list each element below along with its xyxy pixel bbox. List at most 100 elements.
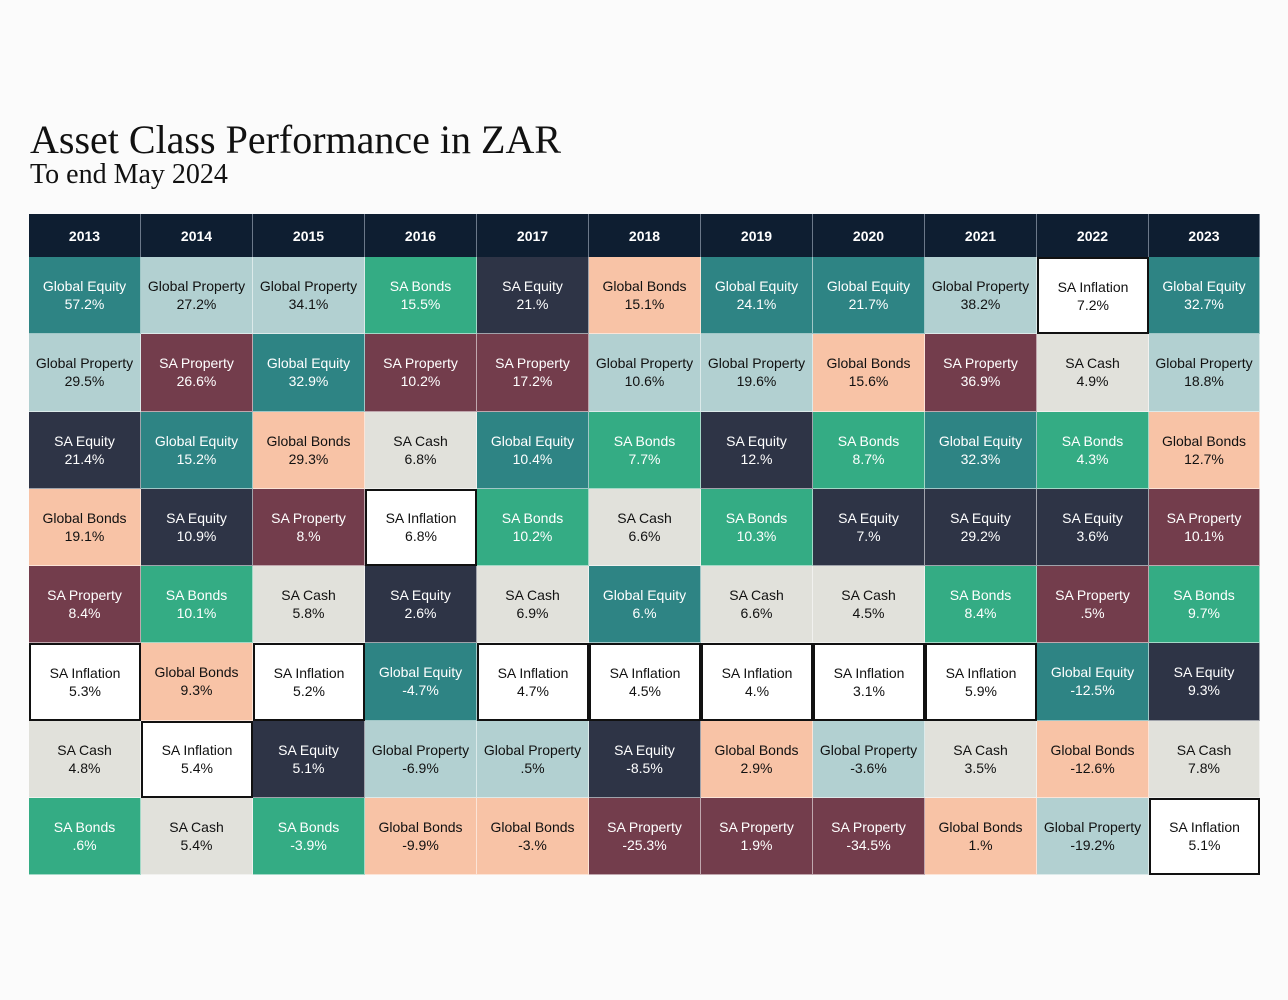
cell-value-label: 9.3% — [180, 682, 213, 699]
cell-value-label: 4.5% — [852, 605, 885, 622]
cell-asset-label: Global Equity — [154, 432, 239, 449]
cell-asset-label: Global Property — [1155, 355, 1253, 372]
cell-2018-sa-bonds: SA Bonds 7.7% — [589, 411, 701, 489]
cell-asset-label: SA Property — [1166, 509, 1242, 526]
cell-asset-label: Global Equity — [266, 355, 351, 372]
cell-value-label: 4.5% — [629, 682, 661, 699]
cell-value-label: 18.8% — [1184, 373, 1224, 390]
cell-asset-label: Global Property — [483, 741, 582, 758]
cell-2018-sa-equity: SA Equity -8.5% — [589, 720, 701, 798]
cell-asset-label: SA Cash — [729, 587, 784, 604]
cell-2020-global-equity: Global Equity 21.7% — [813, 257, 925, 335]
cell-2015-sa-equity: SA Equity 5.1% — [253, 720, 365, 798]
cell-asset-label: Global Equity — [490, 432, 575, 449]
cell-value-label: 27.2% — [176, 296, 217, 313]
cell-asset-label: SA Inflation — [49, 664, 121, 681]
cell-asset-label: Global Equity — [42, 278, 127, 295]
cell-2023-sa-property: SA Property 10.1% — [1149, 488, 1260, 566]
cell-2013-sa-property: SA Property 8.4% — [29, 566, 141, 644]
cell-2016-sa-equity: SA Equity 2.6% — [365, 566, 477, 644]
cell-asset-label: SA Cash — [169, 818, 224, 835]
cell-asset-label: Global Bonds — [154, 664, 239, 681]
cell-2019-sa-equity: SA Equity 12.% — [701, 411, 813, 489]
cell-asset-label: SA Bonds — [613, 432, 676, 449]
cell-2022-global-property: Global Property -19.2% — [1037, 797, 1149, 875]
cell-2016-global-property: Global Property -6.9% — [365, 720, 477, 798]
cell-value-label: 10.1% — [1184, 527, 1224, 544]
cell-2023-sa-bonds: SA Bonds 9.7% — [1149, 566, 1260, 644]
cell-2020-sa-cash: SA Cash 4.5% — [813, 566, 925, 644]
cell-asset-label: SA Property — [943, 355, 1018, 372]
cell-value-label: 8.4% — [964, 605, 997, 622]
cell-value-label: 6.6% — [628, 527, 661, 544]
cell-asset-label: SA Equity — [166, 509, 227, 526]
cell-2014-sa-cash: SA Cash 5.4% — [141, 797, 253, 875]
cell-2016-global-equity: Global Equity -4.7% — [365, 643, 477, 721]
cell-value-label: 36.9% — [960, 373, 1001, 390]
cell-asset-label: SA Equity — [838, 509, 899, 526]
cell-2013-sa-cash: SA Cash 4.8% — [29, 720, 141, 798]
cell-2014-sa-property: SA Property 26.6% — [141, 334, 253, 412]
cell-2021-sa-inflation: SA Inflation 5.9% — [925, 643, 1037, 721]
cell-asset-label: SA Bonds — [389, 278, 452, 295]
cell-2015-sa-cash: SA Cash 5.8% — [253, 566, 365, 644]
cell-asset-label: SA Bonds — [277, 818, 340, 835]
cell-value-label: -12.6% — [1070, 759, 1115, 776]
cell-2020-sa-property: SA Property -34.5% — [813, 797, 925, 875]
chart-title: Asset Class Performance in ZAR — [30, 117, 562, 162]
cell-value-label: 1.% — [968, 836, 993, 853]
cell-2013-global-property: Global Property 29.5% — [29, 334, 141, 412]
cell-value-label: 1.9% — [740, 836, 773, 853]
cell-value-label: 21.7% — [848, 296, 889, 313]
cell-2019-sa-property: SA Property 1.9% — [701, 797, 813, 875]
cell-asset-label: SA Equity — [950, 509, 1011, 526]
cell-value-label: 5.1% — [292, 759, 325, 776]
cell-2021-sa-cash: SA Cash 3.5% — [925, 720, 1037, 798]
cell-value-label: -3.% — [518, 836, 547, 853]
cell-asset-label: SA Property — [383, 355, 458, 372]
cell-value-label: 7.2% — [1077, 296, 1109, 313]
cell-value-label: -3.6% — [850, 759, 887, 776]
cell-2020-global-property: Global Property -3.6% — [813, 720, 925, 798]
cell-2023-sa-equity: SA Equity 9.3% — [1149, 643, 1260, 721]
cell-2022-sa-equity: SA Equity 3.6% — [1037, 488, 1149, 566]
cell-2019-global-bonds: Global Bonds 2.9% — [701, 720, 813, 798]
cell-asset-label: Global Property — [707, 355, 806, 372]
cell-value-label: 32.3% — [960, 450, 1001, 467]
cell-asset-label: SA Equity — [1173, 664, 1235, 681]
cell-2014-global-property: Global Property 27.2% — [141, 257, 253, 335]
cell-value-label: 15.1% — [624, 296, 665, 313]
cell-2018-global-property: Global Property 10.6% — [589, 334, 701, 412]
cell-asset-label: Global Bonds — [266, 432, 351, 449]
cell-value-label: 9.3% — [1188, 682, 1220, 699]
cell-asset-label: SA Cash — [1176, 741, 1232, 758]
cell-value-label: 12.% — [740, 450, 773, 467]
cell-asset-label: SA Property — [719, 818, 794, 835]
cell-2021-sa-bonds: SA Bonds 8.4% — [925, 566, 1037, 644]
cell-value-label: 10.4% — [512, 450, 553, 467]
cell-value-label: 8.% — [296, 527, 321, 544]
cell-value-label: 6.9% — [516, 605, 549, 622]
cell-value-label: 15.2% — [176, 450, 217, 467]
cell-2017-sa-cash: SA Cash 6.9% — [477, 566, 589, 644]
cell-asset-label: SA Equity — [614, 741, 675, 758]
cell-2017-global-bonds: Global Bonds -3.% — [477, 797, 589, 875]
cell-value-label: 21.% — [516, 296, 549, 313]
cell-value-label: -25.3% — [622, 836, 667, 853]
cell-value-label: -9.9% — [402, 836, 439, 853]
cell-asset-label: SA Property — [831, 818, 906, 835]
cell-2017-global-property: Global Property .5% — [477, 720, 589, 798]
cell-value-label: 2.9% — [740, 759, 773, 776]
cell-asset-label: SA Bonds — [1173, 587, 1235, 604]
cell-asset-label: SA Inflation — [945, 664, 1017, 681]
year-header-2017: 2017 — [477, 214, 589, 257]
year-header-2023: 2023 — [1149, 214, 1260, 257]
cell-2016-global-bonds: Global Bonds -9.9% — [365, 797, 477, 875]
cell-asset-label: SA Cash — [281, 587, 336, 604]
cell-2016-sa-inflation: SA Inflation 6.8% — [365, 488, 477, 566]
cell-asset-label: Global Equity — [714, 278, 799, 295]
cell-value-label: 15.6% — [848, 373, 889, 390]
cell-asset-label: SA Property — [271, 509, 346, 526]
cell-asset-label: SA Equity — [278, 741, 339, 758]
cell-value-label: 5.1% — [1188, 837, 1221, 854]
